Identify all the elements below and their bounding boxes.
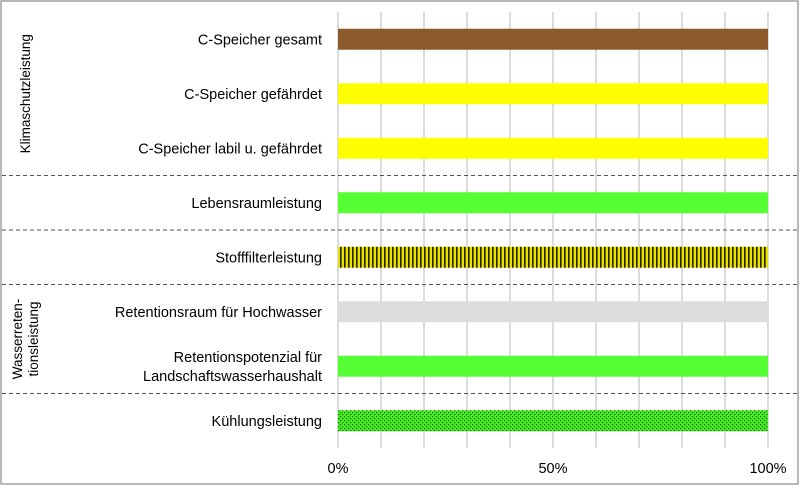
bar-layer <box>338 28 768 432</box>
category-label: C-Speicher gesamt <box>198 32 322 48</box>
x-tick-label: 50% <box>538 461 567 477</box>
category-label-layer: C-Speicher gesamt C-Speicher gefährdet C-S… <box>115 32 322 430</box>
bar <box>338 137 768 159</box>
bar <box>338 246 768 268</box>
x-tick-label: 100% <box>749 461 786 477</box>
bar <box>338 410 768 432</box>
bar <box>338 192 768 214</box>
bar <box>338 28 768 50</box>
bar <box>338 301 768 323</box>
category-label: Retentionspotenzial für Landschaftswasser… <box>143 350 322 385</box>
group-label: Klimaschutzleistung <box>18 34 33 153</box>
category-label: C-Speicher gefährdet <box>184 87 322 103</box>
group-label: Wasserreten-tionsleistung <box>10 299 41 380</box>
group-label-layer: Klimaschutzleistung Wasserreten-tionsleis… <box>10 34 41 379</box>
bar <box>338 355 768 377</box>
bar <box>338 83 768 105</box>
category-label: Lebensraumleistung <box>191 196 322 212</box>
category-label: Stofffilterleistung <box>215 250 322 266</box>
x-tick-layer: 0% 50% 100% <box>328 461 787 477</box>
x-tick-label: 0% <box>328 461 349 477</box>
category-label: C-Speicher labil u. gefährdet <box>138 141 322 157</box>
category-label: Kühlungsleistung <box>212 414 322 430</box>
category-label: Retentionsraum für Hochwasser <box>115 305 322 321</box>
